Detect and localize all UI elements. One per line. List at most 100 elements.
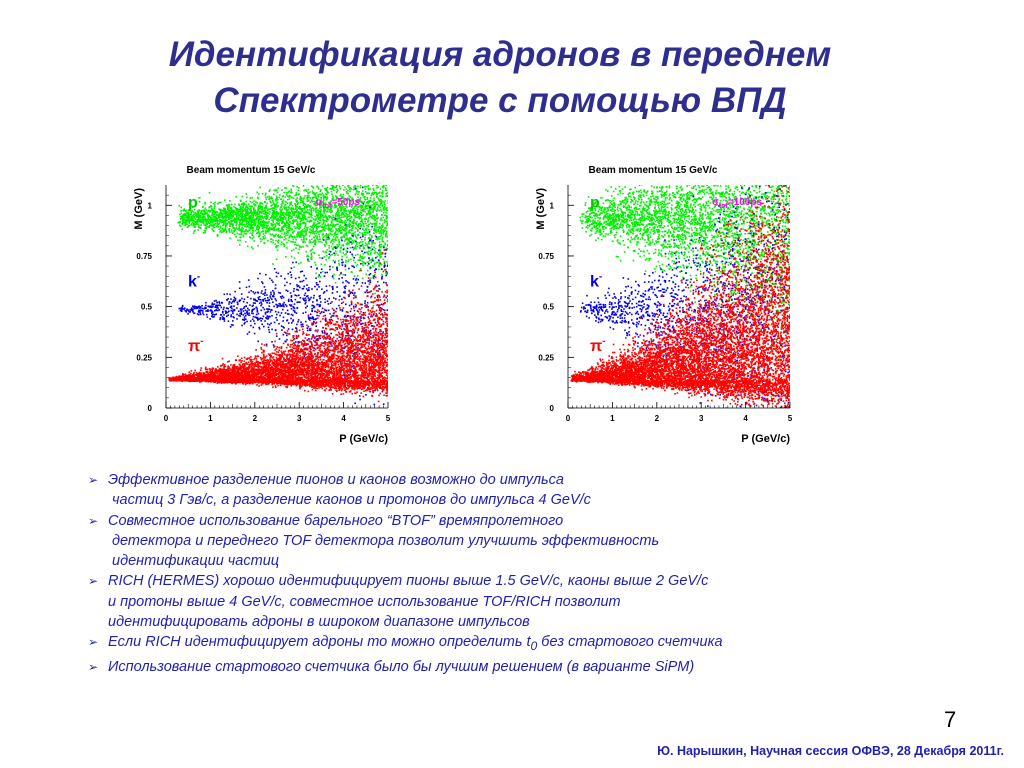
scatter-point bbox=[292, 207, 295, 210]
scatter-point bbox=[347, 238, 350, 241]
scatter-point bbox=[276, 249, 279, 252]
scatter-point bbox=[332, 248, 335, 251]
scatter-point bbox=[323, 311, 325, 313]
scatter-point bbox=[311, 206, 314, 209]
scatter-point bbox=[207, 221, 210, 223]
scatter-point bbox=[315, 192, 318, 194]
scatter-point bbox=[309, 197, 312, 199]
scatter-point bbox=[231, 307, 233, 310]
scatter-point bbox=[270, 224, 273, 226]
scatter-point bbox=[193, 213, 195, 216]
scatter-point bbox=[358, 215, 360, 217]
scatter-point bbox=[322, 236, 325, 238]
scatter-point bbox=[361, 250, 363, 252]
scatter-point bbox=[198, 219, 200, 221]
scatter-point bbox=[354, 187, 357, 189]
scatter-point bbox=[346, 332, 349, 334]
scatter-point bbox=[248, 229, 251, 231]
scatter-point bbox=[275, 197, 278, 200]
scatter-point bbox=[353, 214, 355, 217]
scatter-point bbox=[369, 329, 372, 332]
scatter-point bbox=[314, 264, 317, 266]
scatter-point bbox=[296, 284, 298, 286]
scatter-point bbox=[386, 209, 388, 212]
scatter-point bbox=[276, 191, 279, 194]
scatter-point bbox=[239, 239, 241, 242]
scatter-point bbox=[324, 196, 327, 198]
scatter-point bbox=[342, 185, 344, 186]
scatter-point bbox=[334, 181, 336, 183]
scatter-point bbox=[234, 207, 237, 209]
scatter-point bbox=[324, 214, 327, 216]
scatter-point bbox=[362, 246, 365, 248]
scatter-point bbox=[303, 213, 306, 216]
scatter-point bbox=[263, 237, 265, 240]
scatter-point bbox=[228, 214, 231, 216]
scatter-point bbox=[339, 198, 341, 201]
scatter-point bbox=[376, 170, 378, 172]
scatter-point bbox=[281, 295, 284, 297]
scatter-point bbox=[367, 185, 370, 187]
scatter-point bbox=[319, 241, 321, 243]
scatter-point bbox=[293, 212, 296, 214]
scatter-point bbox=[309, 228, 311, 231]
scatter-point bbox=[313, 193, 315, 196]
scatter-point bbox=[313, 337, 316, 339]
scatter-point bbox=[301, 230, 304, 232]
scatter-point bbox=[379, 226, 381, 228]
scatter-point bbox=[181, 304, 184, 307]
scatter-point bbox=[282, 215, 285, 217]
scatter-point bbox=[244, 215, 247, 218]
scatter-point bbox=[328, 257, 330, 259]
scatter-point bbox=[181, 216, 183, 219]
scatter-point bbox=[257, 319, 259, 321]
scatter-point bbox=[296, 203, 299, 205]
scatter-point bbox=[291, 182, 293, 184]
scatter-point bbox=[227, 221, 230, 224]
scatter-point bbox=[361, 206, 364, 209]
scatter-point bbox=[245, 213, 247, 215]
scatter-point bbox=[367, 187, 370, 190]
scatter-point bbox=[386, 224, 388, 227]
scatter-point bbox=[363, 234, 366, 236]
scatter-point bbox=[183, 221, 186, 224]
scatter-point bbox=[230, 211, 232, 214]
scatter-point bbox=[297, 341, 299, 343]
scatter-point bbox=[236, 232, 239, 235]
scatter-point bbox=[348, 197, 351, 200]
scatter-point bbox=[369, 239, 371, 241]
scatter-point bbox=[374, 247, 377, 250]
scatter-point bbox=[224, 222, 227, 224]
scatter-point bbox=[239, 210, 242, 213]
scatter-point bbox=[332, 186, 334, 188]
scatter-point bbox=[210, 207, 213, 210]
scatter-point bbox=[324, 203, 326, 206]
scatter-point bbox=[218, 222, 221, 225]
scatter-point bbox=[322, 227, 324, 229]
scatter-point bbox=[224, 224, 227, 226]
scatter-point bbox=[354, 231, 356, 233]
scatter-point bbox=[366, 179, 368, 181]
scatter-point bbox=[377, 236, 379, 238]
scatter-point bbox=[341, 222, 344, 224]
scatter-point bbox=[370, 172, 372, 174]
scatter-point bbox=[228, 218, 230, 220]
scatter-point bbox=[377, 209, 379, 211]
scatter-point bbox=[222, 312, 224, 314]
scatter-point bbox=[285, 234, 287, 237]
scatter-point bbox=[333, 239, 336, 241]
scatter-point bbox=[318, 274, 321, 276]
scatter-point bbox=[273, 193, 275, 196]
scatter-point bbox=[196, 216, 198, 218]
scatter-point bbox=[255, 306, 258, 309]
scatter-point bbox=[328, 244, 330, 247]
scatter-point bbox=[313, 222, 315, 225]
scatter-point bbox=[376, 201, 378, 204]
scatter-point bbox=[351, 365, 354, 368]
scatter-point bbox=[371, 192, 373, 195]
scatter-point bbox=[310, 177, 312, 179]
scatter-point bbox=[314, 341, 316, 343]
scatter-point bbox=[209, 206, 211, 208]
scatter-point bbox=[204, 224, 207, 226]
scatter-point bbox=[314, 215, 316, 218]
